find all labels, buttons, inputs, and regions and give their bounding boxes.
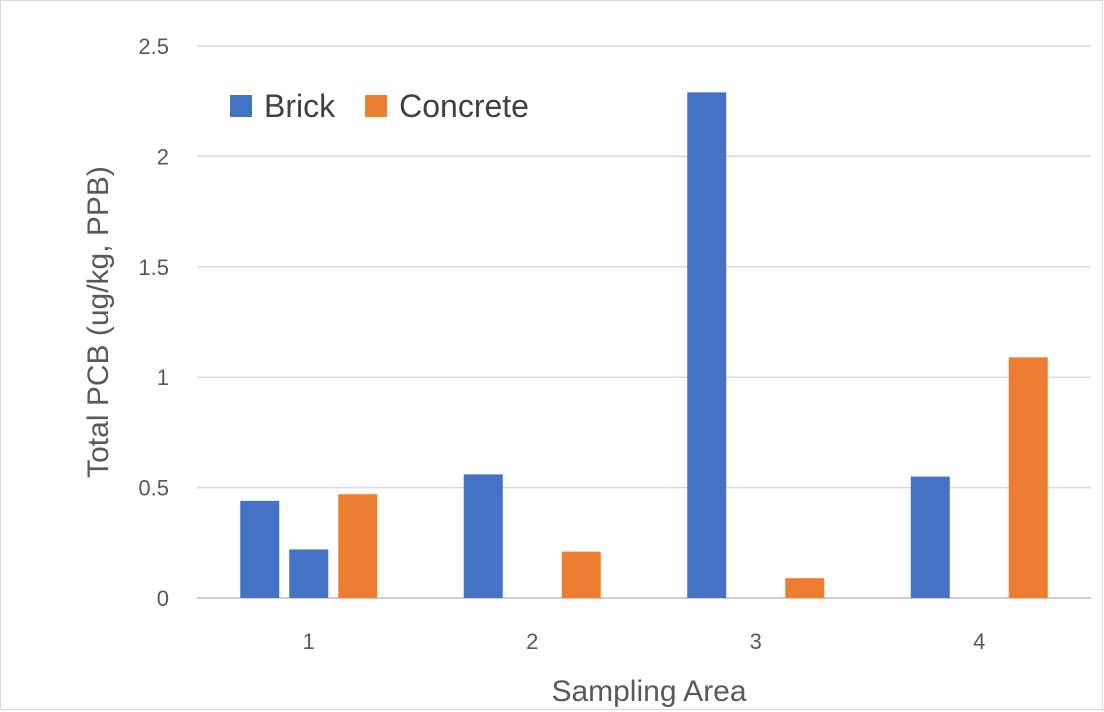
legend-swatch-brick [230,95,252,117]
y-tick-label: 0 [157,586,169,611]
x-tick-label: 2 [526,629,538,654]
y-tick-label: 2 [157,144,169,169]
bar-brick-area-2 [463,474,503,598]
x-tick-label: 3 [750,629,762,654]
bar-concrete-area-2 [561,551,601,598]
bar-brick-area-1 [289,549,329,598]
legend: Brick Concrete [230,88,529,124]
x-tick-label: 4 [973,629,985,654]
bar-concrete-area-3 [785,578,825,598]
y-tick-label: 1 [157,365,169,390]
bar-brick-area-4 [910,476,950,598]
x-axis-title: Sampling Area [551,675,746,708]
gridlines [197,45,1091,599]
y-tick-labels: 0 0.5 1 1.5 2 2.5 [138,34,169,611]
legend-swatch-concrete [365,95,388,117]
y-tick-label: 2.5 [138,34,169,59]
legend-label-concrete: Concrete [399,88,529,124]
bar-brick-area-3 [687,92,727,599]
bar-concrete-area-1 [338,494,378,598]
y-tick-label: 1.5 [138,255,169,280]
y-tick-label: 0.5 [138,476,169,501]
bar-concrete-area-4 [1008,357,1048,598]
bar-brick-area-1 [240,500,280,598]
bars [240,92,1048,599]
x-tick-labels: 1 2 3 4 [303,629,986,654]
legend-label-brick: Brick [264,88,336,124]
y-axis-title: Total PCB (ug/kg, PPB) [82,166,115,478]
x-tick-label: 1 [303,629,315,654]
